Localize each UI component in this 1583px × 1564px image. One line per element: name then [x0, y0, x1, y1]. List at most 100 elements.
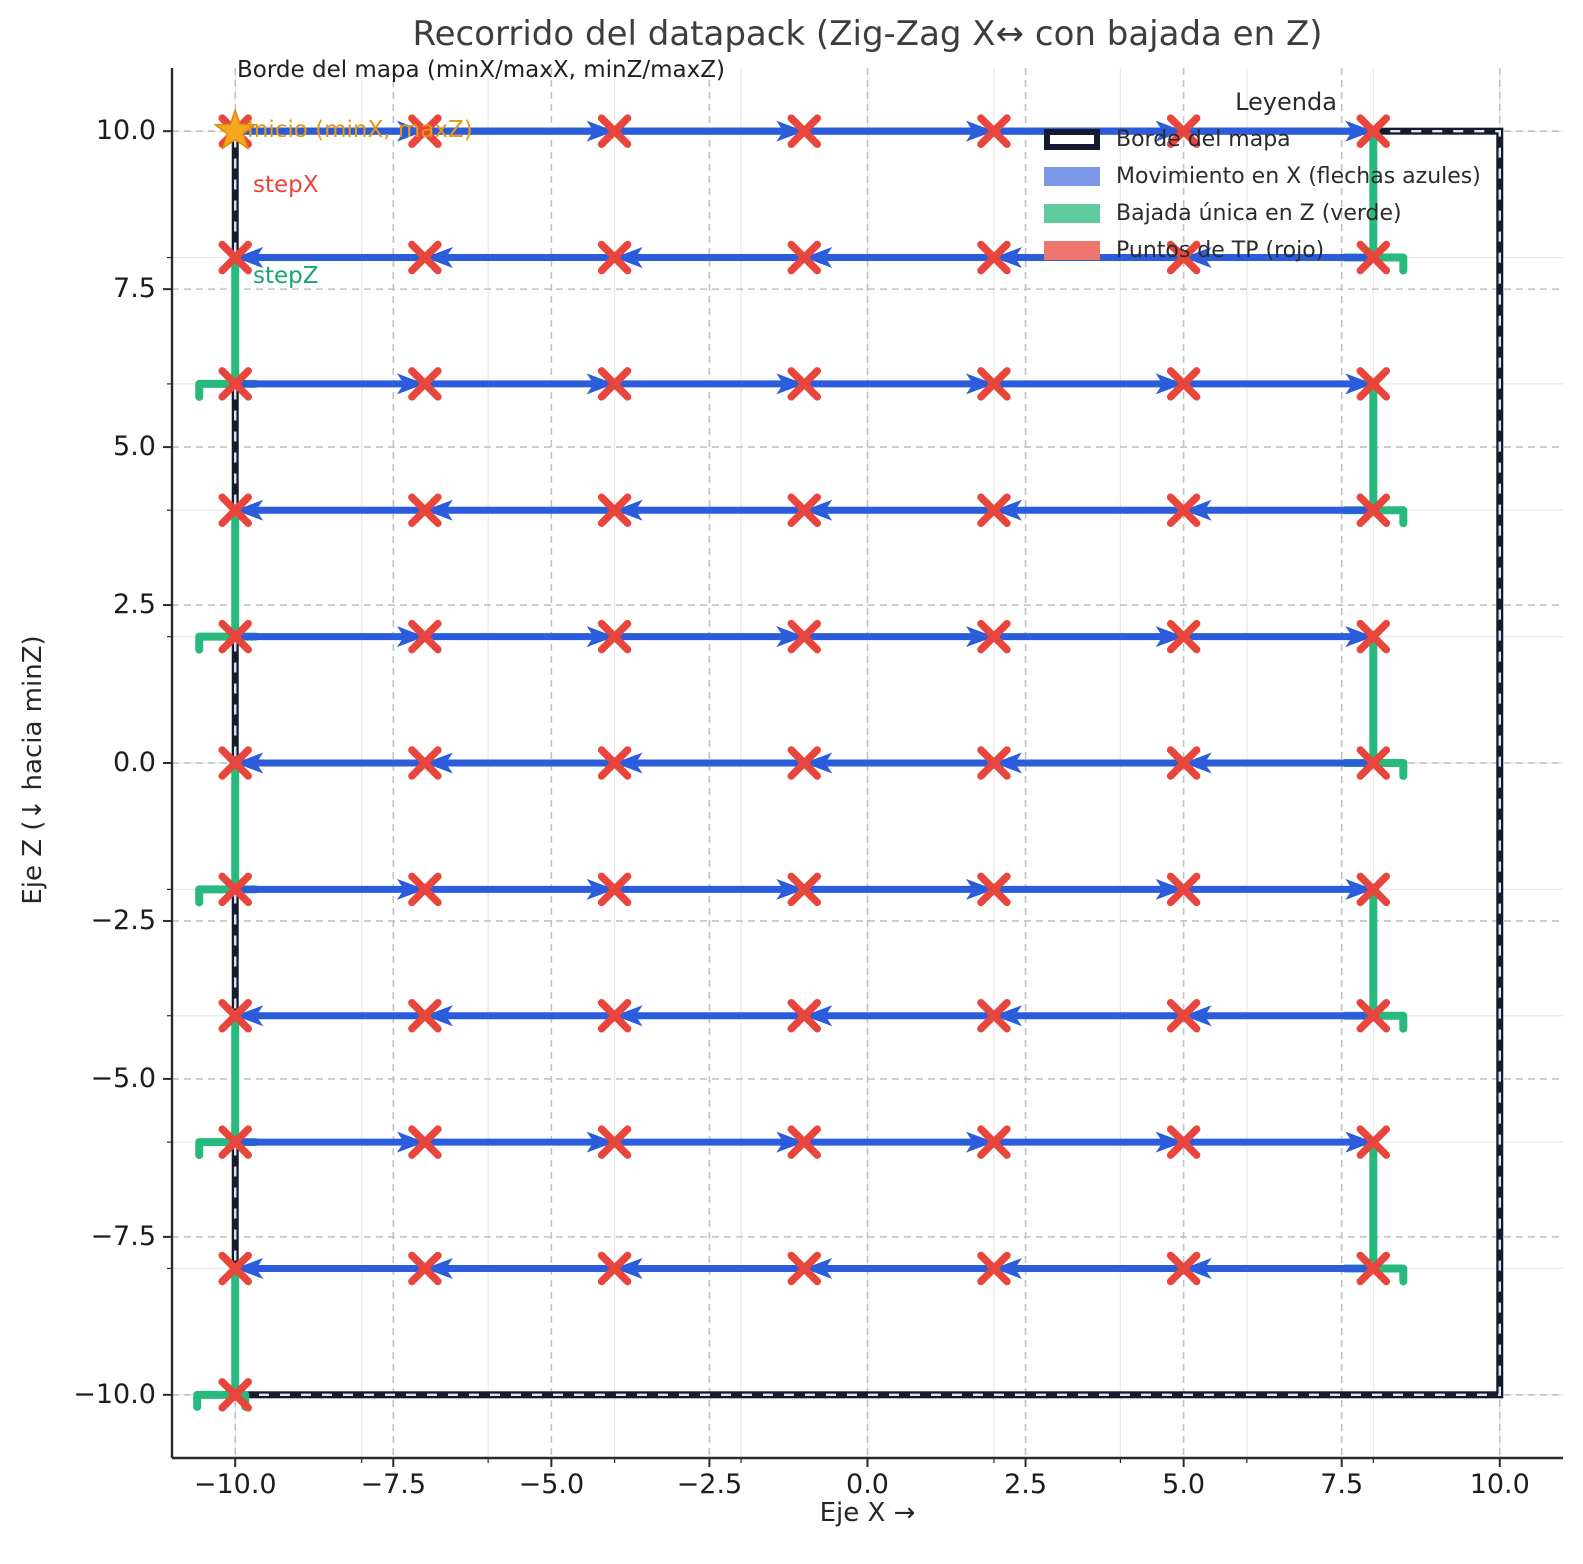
tp-point-marker	[408, 367, 442, 401]
legend-swatch-icon	[1044, 241, 1100, 260]
tp-point-marker	[787, 240, 822, 275]
arrow-head-icon	[424, 1257, 453, 1279]
tp-point-marker	[1356, 493, 1391, 528]
tp-point-marker	[977, 746, 1011, 780]
tp-point-marker	[977, 240, 1011, 275]
tp-point-marker	[218, 493, 252, 528]
x-tick-label: −2.5	[676, 1469, 743, 1500]
chart-title: Recorrido del datapack (Zig-Zag X↔ con b…	[412, 14, 1323, 54]
tp-point-marker	[787, 114, 822, 148]
tp-point-marker	[787, 367, 822, 401]
tp-point-marker	[977, 367, 1011, 401]
tp-point-marker	[1356, 1125, 1391, 1159]
stepz-annotation: stepZ	[253, 263, 319, 289]
tp-point-marker	[787, 872, 822, 907]
arrow-head-icon	[1183, 499, 1212, 521]
y-tick-label: 10.0	[95, 115, 156, 147]
tp-point-marker	[1166, 114, 1201, 148]
tp-point-marker	[597, 493, 632, 528]
arrow-head-icon	[235, 1005, 264, 1027]
tp-point-marker	[597, 746, 632, 780]
arrow-head-icon	[1345, 120, 1374, 142]
arrow-head-icon	[965, 626, 994, 648]
arrow-head-icon	[1155, 878, 1184, 900]
arrow-head-icon	[993, 499, 1022, 521]
arrow-head-icon	[776, 626, 805, 648]
x-tick-label: −5.0	[518, 1469, 585, 1500]
tp-point-marker	[1356, 998, 1391, 1033]
arrow-head-icon	[1183, 247, 1212, 269]
arrow-head-icon	[804, 247, 833, 269]
tp-point-marker	[218, 1125, 252, 1159]
tp-point-marker	[1356, 746, 1391, 780]
legend-swatch-icon	[1044, 204, 1100, 223]
arrow-head-icon	[993, 1005, 1022, 1027]
x-tick-label: −7.5	[360, 1469, 427, 1500]
arrow-head-icon	[424, 499, 453, 521]
tp-point-marker	[1356, 240, 1391, 275]
arrow-head-icon	[586, 626, 615, 648]
legend-label: Movimiento en X (flechas azules)	[1116, 164, 1481, 189]
tp-point-marker	[408, 746, 442, 780]
y-tick-label: 2.5	[113, 589, 156, 621]
tp-point-marker	[787, 1125, 822, 1159]
arrow-head-icon	[614, 752, 643, 774]
arrow-head-icon	[993, 247, 1022, 269]
arrow-head-icon	[235, 752, 264, 774]
legend-swatch-icon	[1044, 167, 1100, 186]
tp-point-marker	[408, 619, 442, 654]
arrow-head-icon	[396, 1131, 425, 1153]
tp-point-marker	[597, 240, 632, 275]
tp-point-marker	[408, 1125, 442, 1159]
arrow-head-icon	[614, 499, 643, 521]
tp-point-marker	[218, 367, 252, 401]
start-annotation: Inicio (minX, maxZ)	[247, 117, 473, 143]
tp-point-marker	[977, 619, 1011, 654]
tp-point-marker	[218, 240, 252, 275]
arrow-head-icon	[396, 373, 425, 395]
tp-point-marker	[597, 998, 632, 1033]
arrow-head-icon	[804, 752, 833, 774]
tp-point-marker	[1166, 367, 1201, 401]
arrow-head-icon	[776, 878, 805, 900]
tp-point-marker	[1166, 872, 1201, 907]
arrow-head-icon	[1345, 373, 1374, 395]
arrow-head-icon	[1183, 1257, 1212, 1279]
tp-point-marker	[787, 493, 822, 528]
arrow-head-icon	[1345, 626, 1374, 648]
tp-point-marker	[597, 1251, 632, 1286]
legend-item: Movimiento en X (flechas azules)	[1040, 158, 1532, 195]
x-tick-label: 2.5	[1004, 1469, 1048, 1500]
map-border-annotation: Borde del mapa (minX/maxX, minZ/maxZ)	[237, 57, 725, 83]
arrow-head-icon	[1183, 1005, 1212, 1027]
legend-items: Borde del mapa Movimiento en X (flechas a…	[1040, 121, 1532, 269]
arrow-head-icon	[804, 1257, 833, 1279]
arrow-head-icon	[776, 373, 805, 395]
y-tick-label: 7.5	[113, 273, 156, 305]
arrow-head-icon	[965, 878, 994, 900]
legend-item: Puntos de TP (rojo)	[1040, 232, 1532, 269]
legend: Leyenda Borde del mapa Movimiento en X (f…	[1040, 88, 1532, 269]
tp-point-marker	[787, 1251, 822, 1286]
arrow-head-icon	[993, 1257, 1022, 1279]
arrow-head-icon	[614, 247, 643, 269]
tp-point-marker	[787, 998, 822, 1033]
arrow-head-icon	[396, 626, 425, 648]
x-tick-label: 5.0	[1162, 1469, 1206, 1500]
tp-point-marker	[597, 1125, 632, 1159]
tp-point-marker	[1166, 1251, 1201, 1286]
x-tick-label: 0.0	[846, 1469, 889, 1500]
arrow-head-icon	[614, 1005, 643, 1027]
arrow-head-icon	[804, 499, 833, 521]
arrow-head-icon	[1155, 626, 1184, 648]
arrow-head-icon	[424, 1005, 453, 1027]
arrow-head-icon	[586, 373, 615, 395]
arrow-head-icon	[1155, 120, 1184, 142]
tp-point-marker	[597, 114, 632, 148]
tp-point-marker	[977, 1251, 1011, 1286]
arrow-head-icon	[396, 878, 425, 900]
tp-point-marker	[1166, 493, 1201, 528]
arrow-head-icon	[424, 752, 453, 774]
tp-point-marker	[787, 746, 822, 780]
